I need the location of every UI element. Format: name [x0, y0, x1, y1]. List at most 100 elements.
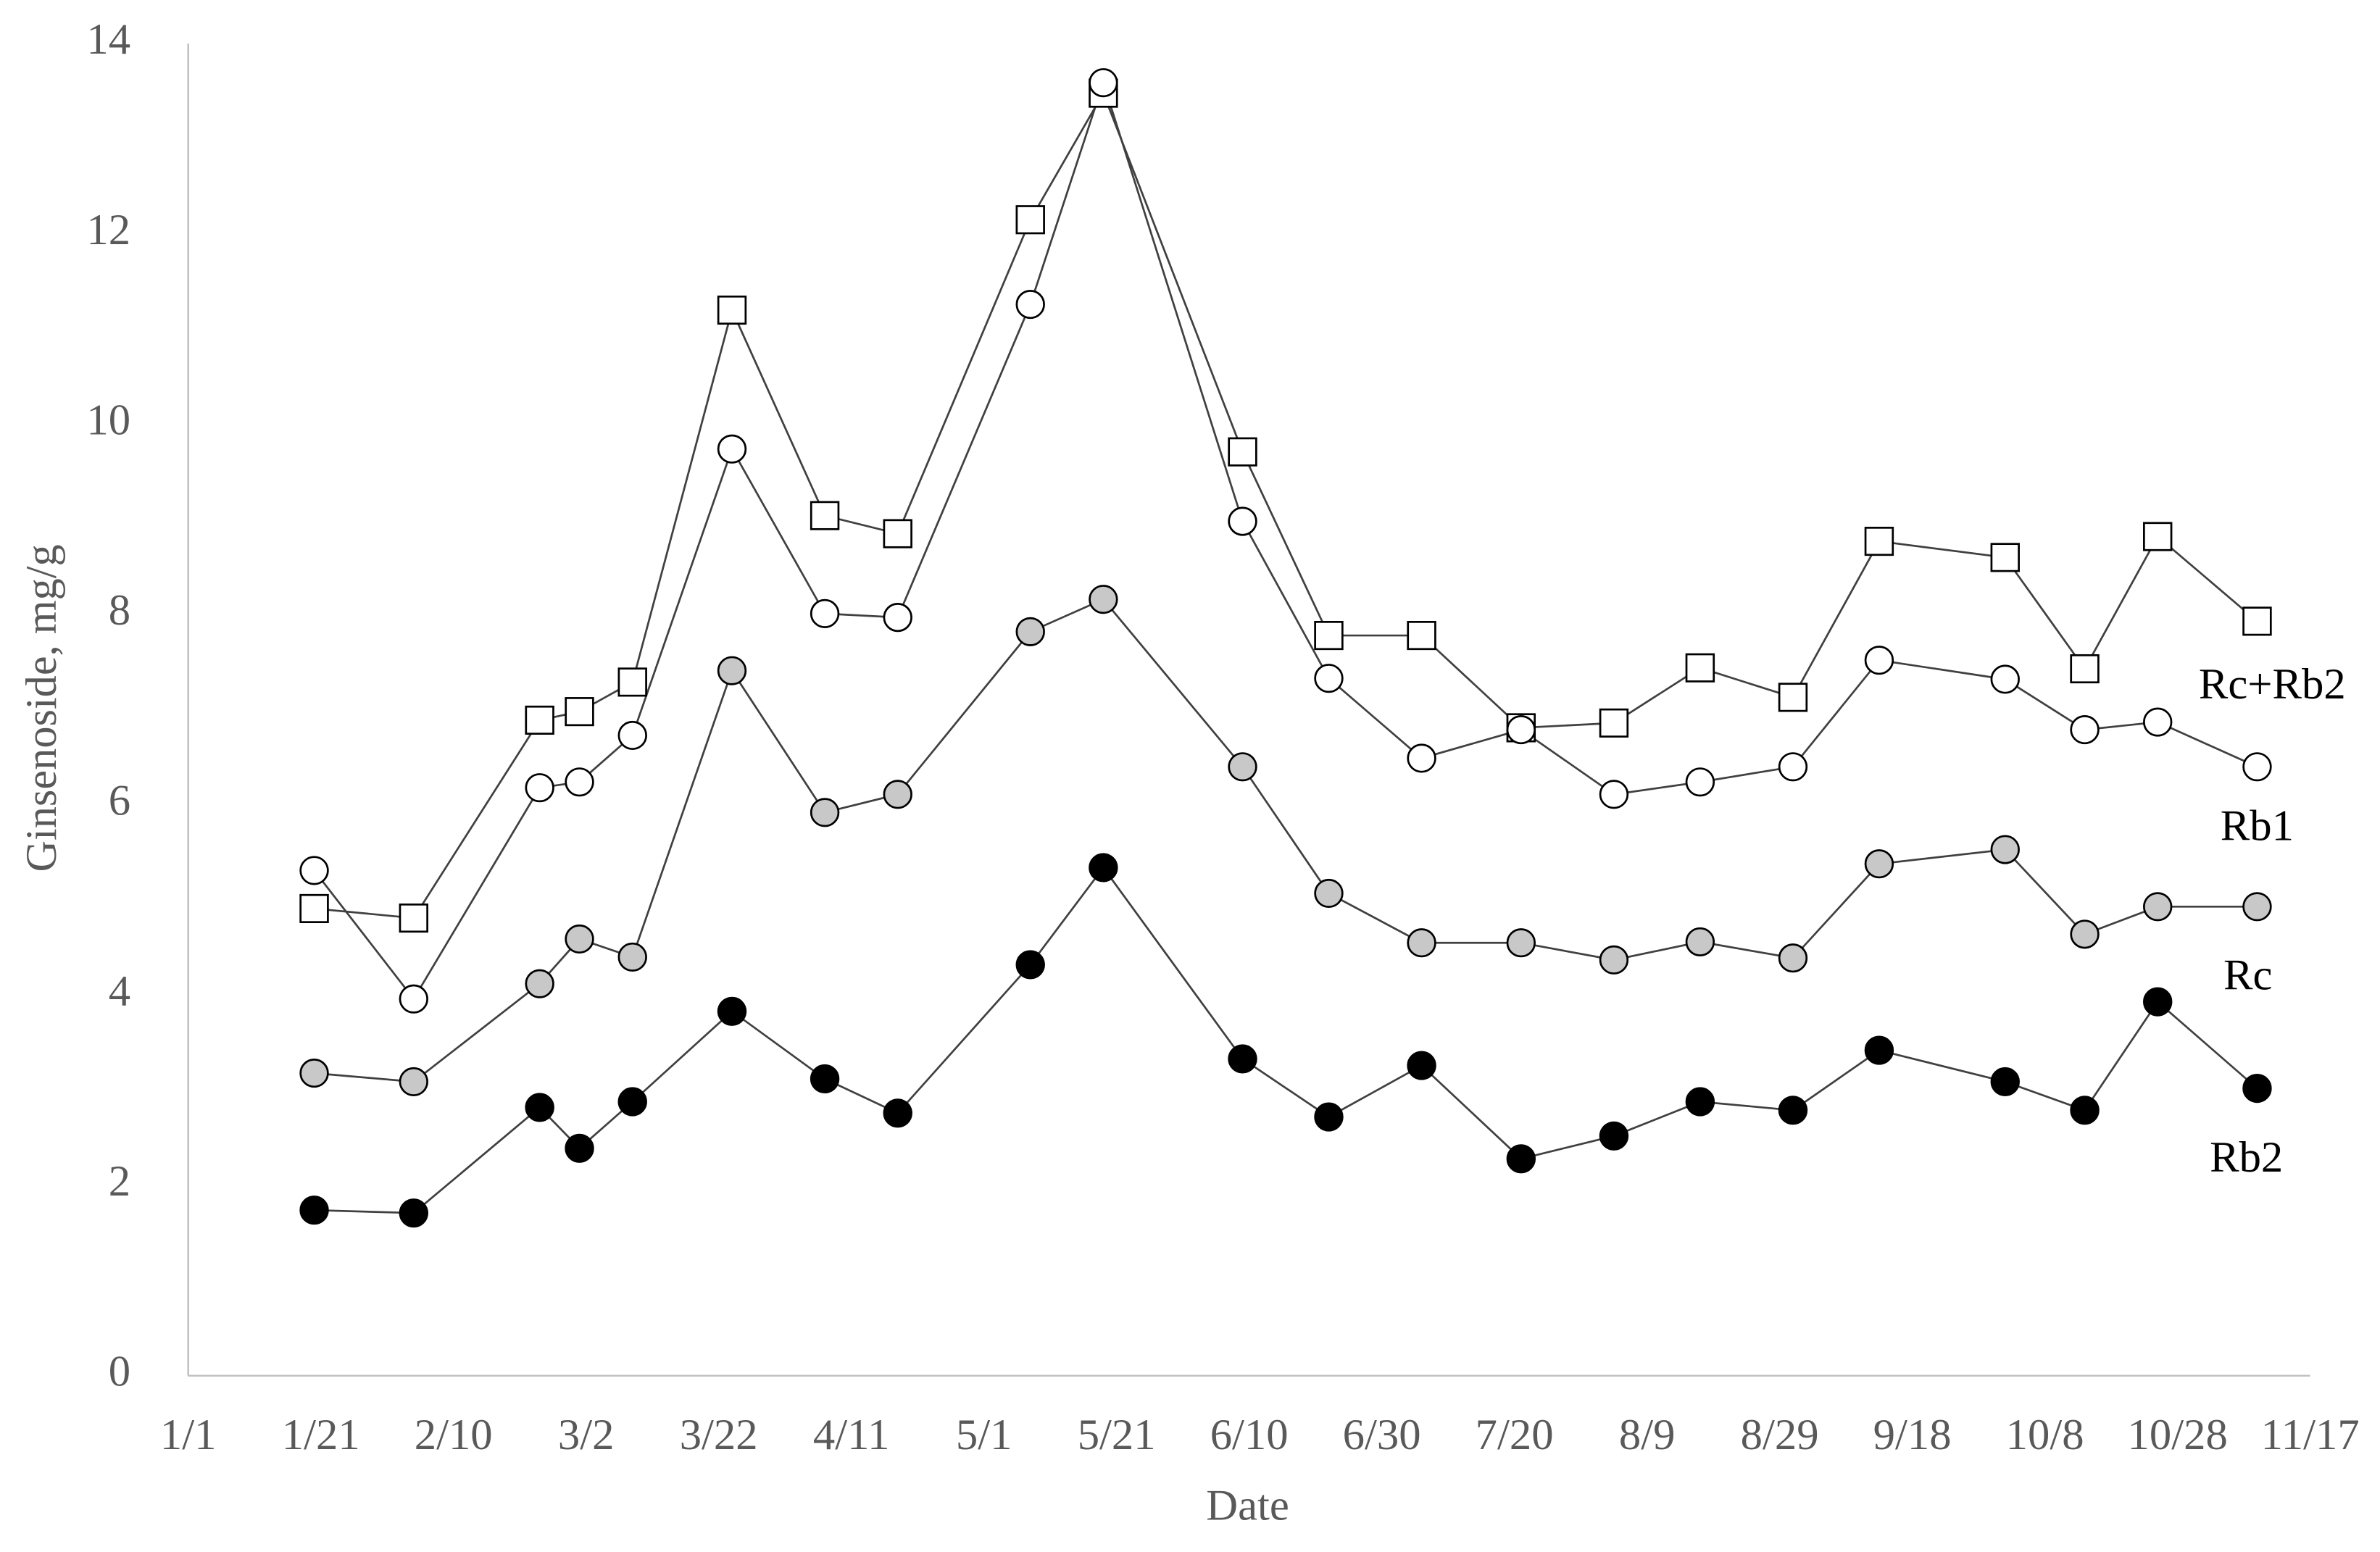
- x-tick-label: 5/21: [1078, 1411, 1156, 1459]
- marker: [1228, 437, 1257, 467]
- marker: [1015, 290, 1045, 320]
- marker: [1990, 1067, 2020, 1096]
- marker: [2242, 752, 2272, 782]
- marker: [617, 942, 647, 972]
- series-line: [314, 866, 2258, 1214]
- y-tick-label: 12: [86, 206, 130, 254]
- marker: [299, 893, 329, 924]
- x-tick-label: 8/9: [1619, 1411, 1676, 1459]
- marker: [2143, 522, 2173, 551]
- series-label: Rb1: [2221, 802, 2294, 851]
- marker: [1228, 506, 1257, 536]
- y-tick-label: 6: [109, 777, 130, 825]
- x-tick-label: 5/1: [956, 1411, 1012, 1459]
- marker: [810, 501, 840, 530]
- marker: [1990, 543, 2020, 572]
- series-line: [313, 79, 2258, 1001]
- marker: [2242, 892, 2272, 922]
- marker: [565, 1133, 594, 1163]
- marker: [617, 1087, 647, 1117]
- marker: [2070, 919, 2100, 949]
- marker: [1864, 849, 1894, 879]
- x-tick-label: 10/8: [2006, 1411, 2084, 1459]
- marker: [2070, 715, 2100, 745]
- marker: [525, 969, 554, 998]
- marker: [717, 434, 747, 464]
- marker: [2070, 654, 2100, 684]
- marker: [617, 667, 647, 697]
- marker: [2143, 707, 2173, 737]
- marker: [565, 767, 594, 797]
- marker: [1685, 653, 1715, 683]
- marker: [565, 697, 594, 727]
- marker: [1778, 1096, 1808, 1125]
- marker: [565, 924, 594, 954]
- marker: [1228, 752, 1257, 782]
- marker: [617, 720, 647, 751]
- marker: [1778, 752, 1808, 782]
- marker: [525, 1093, 554, 1122]
- x-tick-label: 3/22: [680, 1411, 758, 1459]
- y-tick-label: 2: [109, 1157, 130, 1206]
- marker: [1089, 853, 1118, 883]
- marker: [399, 904, 429, 933]
- x-tick-label: 7/20: [1476, 1411, 1554, 1459]
- x-tick-label: 9/18: [1873, 1411, 1952, 1459]
- marker: [1599, 780, 1629, 809]
- marker: [1506, 928, 1536, 958]
- marker: [1599, 1121, 1629, 1151]
- series-line: [314, 91, 2258, 919]
- marker: [1864, 1035, 1894, 1065]
- marker: [1015, 617, 1045, 646]
- y-tick-label: 0: [109, 1348, 130, 1396]
- marker: [299, 1196, 329, 1225]
- y-tick-label: 14: [86, 15, 130, 64]
- marker: [1407, 1051, 1436, 1080]
- marker: [717, 996, 747, 1026]
- marker: [525, 705, 554, 735]
- marker: [1089, 68, 1118, 98]
- series-label: Rc+Rb2: [2199, 660, 2346, 709]
- x-tick-label: 8/29: [1741, 1411, 1819, 1459]
- marker: [2242, 606, 2272, 636]
- marker: [1778, 683, 1808, 712]
- marker: [1506, 1144, 1536, 1174]
- marker: [1864, 527, 1894, 556]
- marker: [810, 598, 840, 628]
- marker: [810, 798, 840, 827]
- marker: [1314, 878, 1344, 908]
- x-tick-label: 10/28: [2127, 1411, 2227, 1459]
- marker: [810, 1064, 840, 1094]
- marker: [1990, 664, 2020, 694]
- marker: [1685, 927, 1715, 956]
- x-tick-label: 1/21: [282, 1411, 360, 1459]
- x-tick-label: 2/10: [415, 1411, 493, 1459]
- marker: [1089, 585, 1118, 614]
- marker: [1314, 664, 1344, 693]
- x-tick-label: 11/17: [2261, 1411, 2360, 1459]
- marker: [1228, 1044, 1257, 1074]
- marker: [1015, 950, 1045, 980]
- y-tick-label: 4: [109, 967, 130, 1015]
- x-tick-label: 6/30: [1343, 1411, 1421, 1459]
- marker: [1314, 621, 1344, 651]
- x-axis-title: Date: [1206, 1482, 1289, 1530]
- marker: [717, 656, 747, 685]
- marker: [883, 780, 912, 809]
- marker: [1864, 646, 1894, 675]
- marker: [1015, 205, 1045, 235]
- marker: [1990, 835, 2020, 864]
- marker: [1685, 1087, 1715, 1117]
- marker: [399, 1198, 429, 1228]
- marker: [1506, 715, 1536, 745]
- marker: [399, 1067, 429, 1096]
- marker: [717, 295, 747, 325]
- marker: [1314, 1102, 1344, 1132]
- marker: [299, 1059, 329, 1088]
- marker: [299, 856, 329, 885]
- marker: [2143, 987, 2173, 1017]
- marker: [2143, 892, 2173, 922]
- y-tick-label: 8: [109, 586, 130, 635]
- series-line: [314, 598, 2258, 1083]
- marker: [883, 603, 912, 633]
